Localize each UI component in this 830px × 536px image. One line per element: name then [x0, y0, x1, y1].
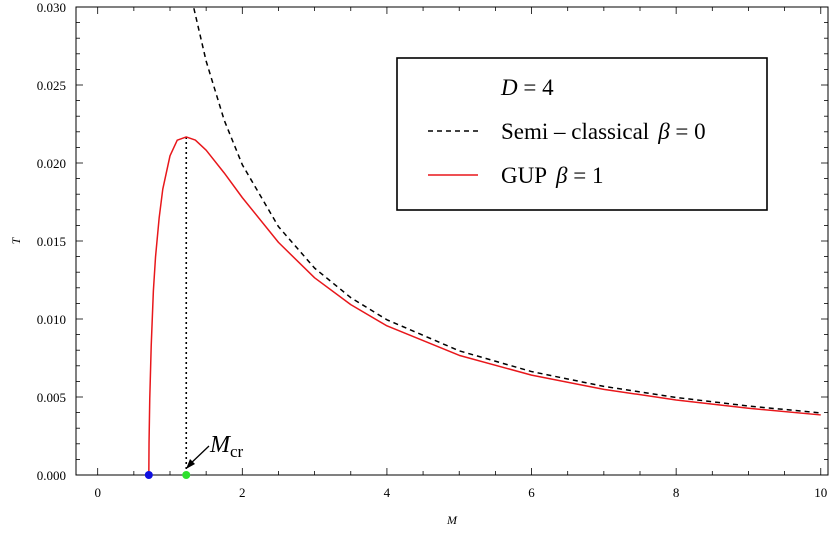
axis-ticks: [76, 6, 828, 476]
legend-entry-1-op: =: [573, 163, 586, 188]
critical-mass-main: M: [209, 432, 232, 458]
x-tick-label: 2: [239, 485, 246, 500]
y-tick-label: 0.020: [37, 156, 66, 171]
axis-tick-labels: 0 2 4 6 8 100.0000.0050.0100.0150.0200.0250.0…: [37, 0, 828, 500]
legend-header: D = 4: [500, 75, 554, 100]
legend-entry-0-val: 0: [694, 119, 706, 144]
y-tick-label: 0.030: [37, 0, 66, 15]
legend-box: [396, 57, 768, 211]
legend-header-val: 4: [542, 75, 554, 100]
y-tick-label: 0.015: [37, 234, 66, 249]
x-tick-label: 6: [528, 485, 535, 500]
legend-entry-1-text: GUP: [501, 163, 547, 188]
y-tick-label: 0.000: [37, 468, 66, 483]
critical-mass-annotation: Mcr: [186, 432, 244, 469]
legend-entry-0-param: β: [657, 119, 670, 144]
critical-mass-label: Mcr: [209, 432, 244, 461]
x-tick-label: 8: [673, 485, 680, 500]
x-tick-label: 10: [814, 485, 827, 500]
legend-entry-semi-classical: Semi – classical β = 0: [501, 119, 706, 144]
legend-entry-1-val: 1: [592, 163, 604, 188]
legend-header-op: =: [523, 75, 536, 100]
series-gup-line: [148, 136, 821, 476]
y-axis-label: T: [9, 236, 23, 244]
points-layer: [144, 471, 191, 479]
x-axis-label: M: [446, 513, 458, 527]
legend: D = 4 Semi – classical β = 0 GUP β = 1: [396, 57, 768, 211]
y-tick-label: 0.010: [37, 312, 66, 327]
critical-mass-sub: cr: [230, 442, 244, 461]
series-semi-classical-line: [193, 8, 821, 414]
legend-entry-0-op: =: [675, 119, 688, 144]
legend-entry-1-param: β: [555, 163, 568, 188]
critical-mass-point: [182, 471, 191, 479]
y-tick-label: 0.005: [37, 390, 66, 405]
legend-header-var: D: [500, 75, 518, 100]
critical-mass-arrowhead: [186, 459, 195, 469]
x-tick-label: 0: [94, 485, 101, 500]
y-tick-label: 0.025: [37, 78, 66, 93]
legend-entry-0-text: Semi – classical: [501, 119, 649, 144]
x-tick-label: 4: [384, 485, 391, 500]
series-layer: [148, 8, 821, 476]
remnant-mass-point: [144, 471, 153, 479]
legend-entry-gup: GUP β = 1: [501, 163, 603, 188]
